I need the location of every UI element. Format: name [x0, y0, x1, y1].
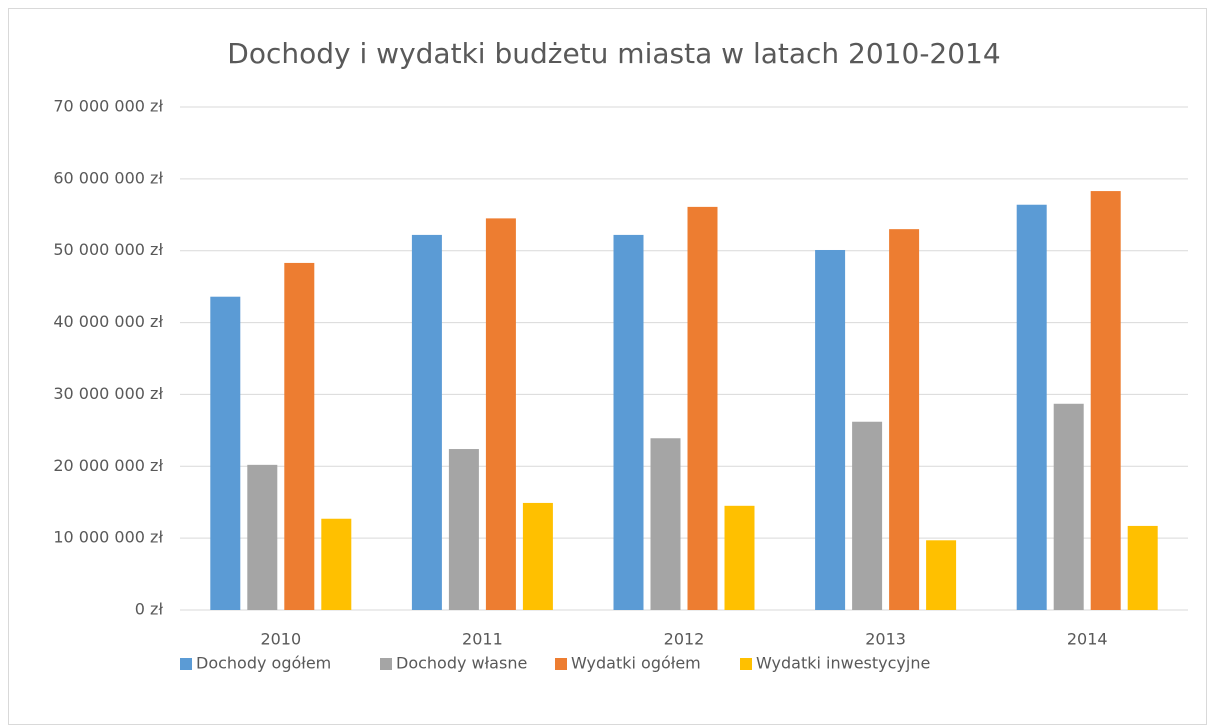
bar [321, 518, 352, 610]
legend-label: Dochody ogółem [196, 654, 331, 673]
bar [411, 234, 442, 611]
bar [284, 262, 315, 610]
y-tick-label: 70 000 000 zł [53, 97, 163, 116]
legend-swatch [180, 658, 192, 670]
y-tick-label: 30 000 000 zł [53, 384, 163, 403]
y-tick-label: 0 zł [135, 600, 164, 619]
legend-label: Wydatki ogółem [571, 654, 701, 673]
chart-title: Dochody i wydatki budżetu miasta w latac… [227, 37, 1000, 70]
bar [448, 449, 479, 610]
bar [815, 249, 846, 610]
x-tick-label: 2013 [865, 630, 906, 649]
bar [1127, 525, 1158, 610]
x-tick-label: 2012 [664, 630, 705, 649]
bar [1090, 191, 1121, 610]
x-tick-label: 2014 [1067, 630, 1108, 649]
y-tick-label: 40 000 000 zł [53, 312, 163, 331]
bar [724, 505, 755, 610]
legend-swatch [380, 658, 392, 670]
legend-label: Wydatki inwestycyjne [756, 654, 930, 673]
y-tick-label: 60 000 000 zł [53, 168, 163, 187]
y-tick-label: 50 000 000 zł [53, 240, 163, 259]
bar [1053, 403, 1084, 610]
bar [926, 540, 957, 610]
bar [522, 502, 553, 610]
x-tick-label: 2011 [462, 630, 503, 649]
legend-swatch [740, 658, 752, 670]
legend-label: Dochody własne [396, 654, 527, 673]
chart-frame [8, 8, 1207, 725]
y-tick-label: 10 000 000 zł [53, 528, 163, 547]
bar [687, 206, 718, 611]
legend-swatch [555, 658, 567, 670]
bar [485, 218, 516, 610]
bar [247, 464, 278, 610]
bar [650, 438, 681, 610]
bar [852, 421, 883, 610]
y-tick-label: 20 000 000 zł [53, 456, 163, 475]
bar [613, 234, 644, 611]
x-tick-label: 2010 [260, 630, 301, 649]
bar [889, 229, 920, 610]
bar [1016, 204, 1047, 610]
bar [210, 296, 241, 610]
